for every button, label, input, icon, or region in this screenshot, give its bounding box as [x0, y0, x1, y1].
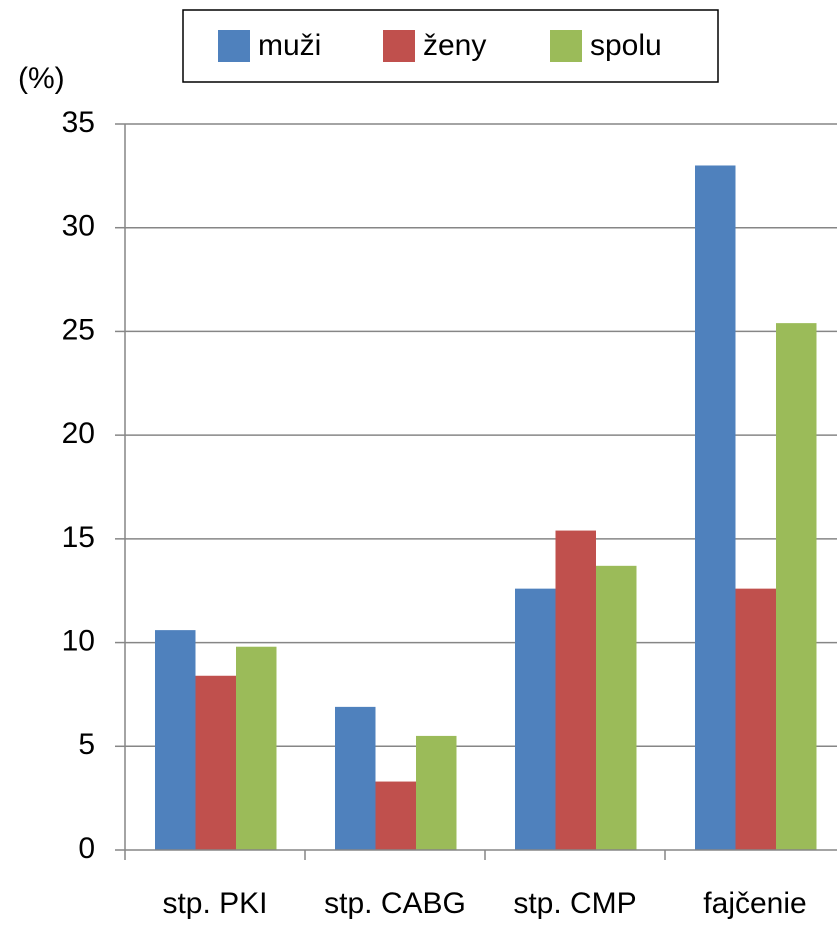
y-tick-label: 25	[62, 313, 95, 346]
legend-box	[182, 9, 719, 83]
bar	[416, 735, 457, 850]
legend-label: muži	[258, 29, 321, 62]
bar	[195, 675, 236, 850]
x-tick-label: stp. CABG	[324, 887, 466, 920]
bar	[596, 565, 637, 850]
y-tick-label: 35	[62, 106, 95, 139]
bar	[155, 630, 196, 850]
legend-label: ženy	[423, 29, 486, 62]
x-tick-label: fajčenie	[703, 887, 806, 920]
y-tick-label: 15	[62, 521, 95, 554]
y-tick-label: 30	[62, 210, 95, 243]
x-tick-label: stp. CMP	[513, 887, 636, 920]
y-axis-label: (%)	[18, 62, 65, 95]
bar	[335, 706, 376, 850]
y-tick-label: 0	[78, 832, 95, 865]
x-tick-label: stp. PKI	[162, 887, 267, 920]
bar	[555, 530, 596, 850]
bar	[776, 323, 817, 850]
y-tick-label: 20	[62, 417, 95, 450]
bar	[695, 165, 736, 850]
legend-swatch	[383, 30, 415, 62]
y-tick-label: 5	[78, 728, 95, 761]
bar	[515, 588, 556, 850]
y-tick-label: 10	[62, 624, 95, 657]
legend-swatch	[218, 30, 250, 62]
bar	[375, 781, 416, 850]
bar	[735, 588, 776, 850]
bar	[236, 646, 277, 850]
legend-swatch	[550, 30, 582, 62]
legend-label: spolu	[590, 29, 662, 62]
